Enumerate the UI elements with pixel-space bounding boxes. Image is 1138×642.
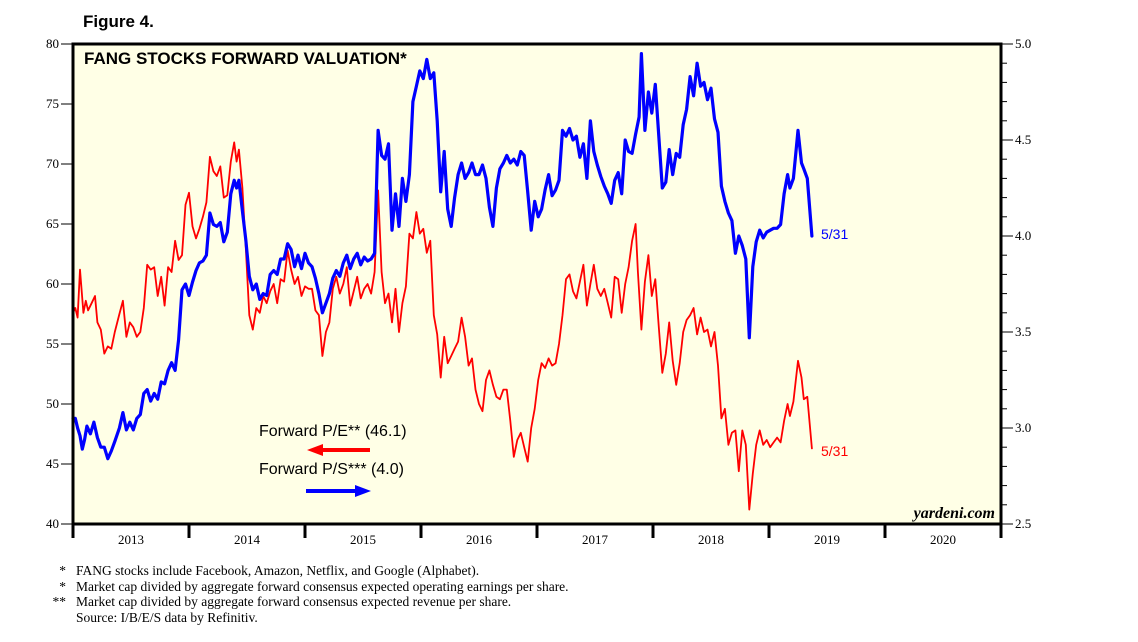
chart: Figure 4. 80 75 70 65 60 55 50 45 40 5.0 4.5 4.0 3.… <box>46 12 1031 547</box>
x-tick-label: 2017 <box>582 532 609 547</box>
right-tick-label: 4.5 <box>1015 132 1031 147</box>
ps-end-label: 5/31 <box>821 226 848 242</box>
x-tick-label: 2019 <box>814 532 840 547</box>
plot-frame <box>71 42 1003 526</box>
right-axis: 5.0 4.5 4.0 3.5 3.0 2.5 <box>999 36 1031 538</box>
footnote-row: Source: I/B/E/S data by Refinitiv. <box>40 610 569 626</box>
left-tick-label: 80 <box>46 36 59 51</box>
footnote-row: * FANG stocks include Facebook, Amazon, … <box>40 563 569 579</box>
series-layer <box>71 52 814 511</box>
footnote-text: Market cap divided by aggregate forward … <box>76 578 569 594</box>
left-tick-label: 45 <box>46 456 59 471</box>
left-tick-label: 75 <box>46 96 59 111</box>
right-tick-label: 5.0 <box>1015 36 1031 51</box>
left-tick-label: 65 <box>46 216 59 231</box>
series-line-forward-pe <box>72 141 813 511</box>
pe-end-label: 5/31 <box>821 443 848 459</box>
legend: Forward P/E** (46.1) Forward P/S*** (4.0… <box>259 423 407 497</box>
left-tick-label: 50 <box>46 396 59 411</box>
chart-title: FANG STOCKS FORWARD VALUATION* <box>84 49 407 68</box>
footnote-mark <box>40 610 76 626</box>
right-tick-label: 4.0 <box>1015 228 1031 243</box>
x-tick-label: 2020 <box>930 532 956 547</box>
plot-area <box>73 44 1001 524</box>
footnote-mark: * <box>59 578 66 594</box>
figure-label: Figure 4. <box>83 12 154 31</box>
footnote-mark: ** <box>52 594 67 609</box>
footnote-text: Market cap divided by aggregate forward … <box>76 594 512 609</box>
left-tick-label: 70 <box>46 156 59 171</box>
left-tick-label: 60 <box>46 276 59 291</box>
x-tick-label: 2018 <box>698 532 724 547</box>
footnotes: * FANG stocks include Facebook, Amazon, … <box>40 563 569 625</box>
x-tick-label: 2016 <box>466 532 493 547</box>
x-tick-label: 2014 <box>234 532 261 547</box>
legend-arrow-left-icon <box>307 444 370 456</box>
legend-label-pe: Forward P/E** (46.1) <box>259 423 407 440</box>
left-axis: 80 75 70 65 60 55 50 45 40 <box>46 36 73 531</box>
footnote-mark: * <box>59 563 66 578</box>
right-tick-label: 2.5 <box>1015 516 1031 531</box>
series-line-forward-ps <box>71 52 814 461</box>
x-tick-label: 2013 <box>118 532 144 547</box>
left-tick-label: 40 <box>46 516 59 531</box>
footnote-text: Source: I/B/E/S data by Refinitiv. <box>76 609 258 625</box>
right-tick-label: 3.5 <box>1015 324 1031 339</box>
right-tick-label: 3.0 <box>1015 420 1031 435</box>
legend-label-ps: Forward P/S*** (4.0) <box>259 461 404 478</box>
footnote-text: FANG stocks include Facebook, Amazon, Ne… <box>76 563 480 578</box>
source-brand: yardeni.com <box>912 505 995 522</box>
left-tick-label: 55 <box>46 336 59 351</box>
x-tick-label: 2015 <box>350 532 376 547</box>
footnote-row: ** Market cap divided by aggregate forwa… <box>40 594 569 610</box>
footnote-row: * Market cap divided by aggregate forwar… <box>40 578 569 595</box>
legend-arrow-right-icon <box>306 485 371 497</box>
x-axis: 2013 2014 2015 2016 2017 2018 2019 2020 <box>71 524 1003 547</box>
